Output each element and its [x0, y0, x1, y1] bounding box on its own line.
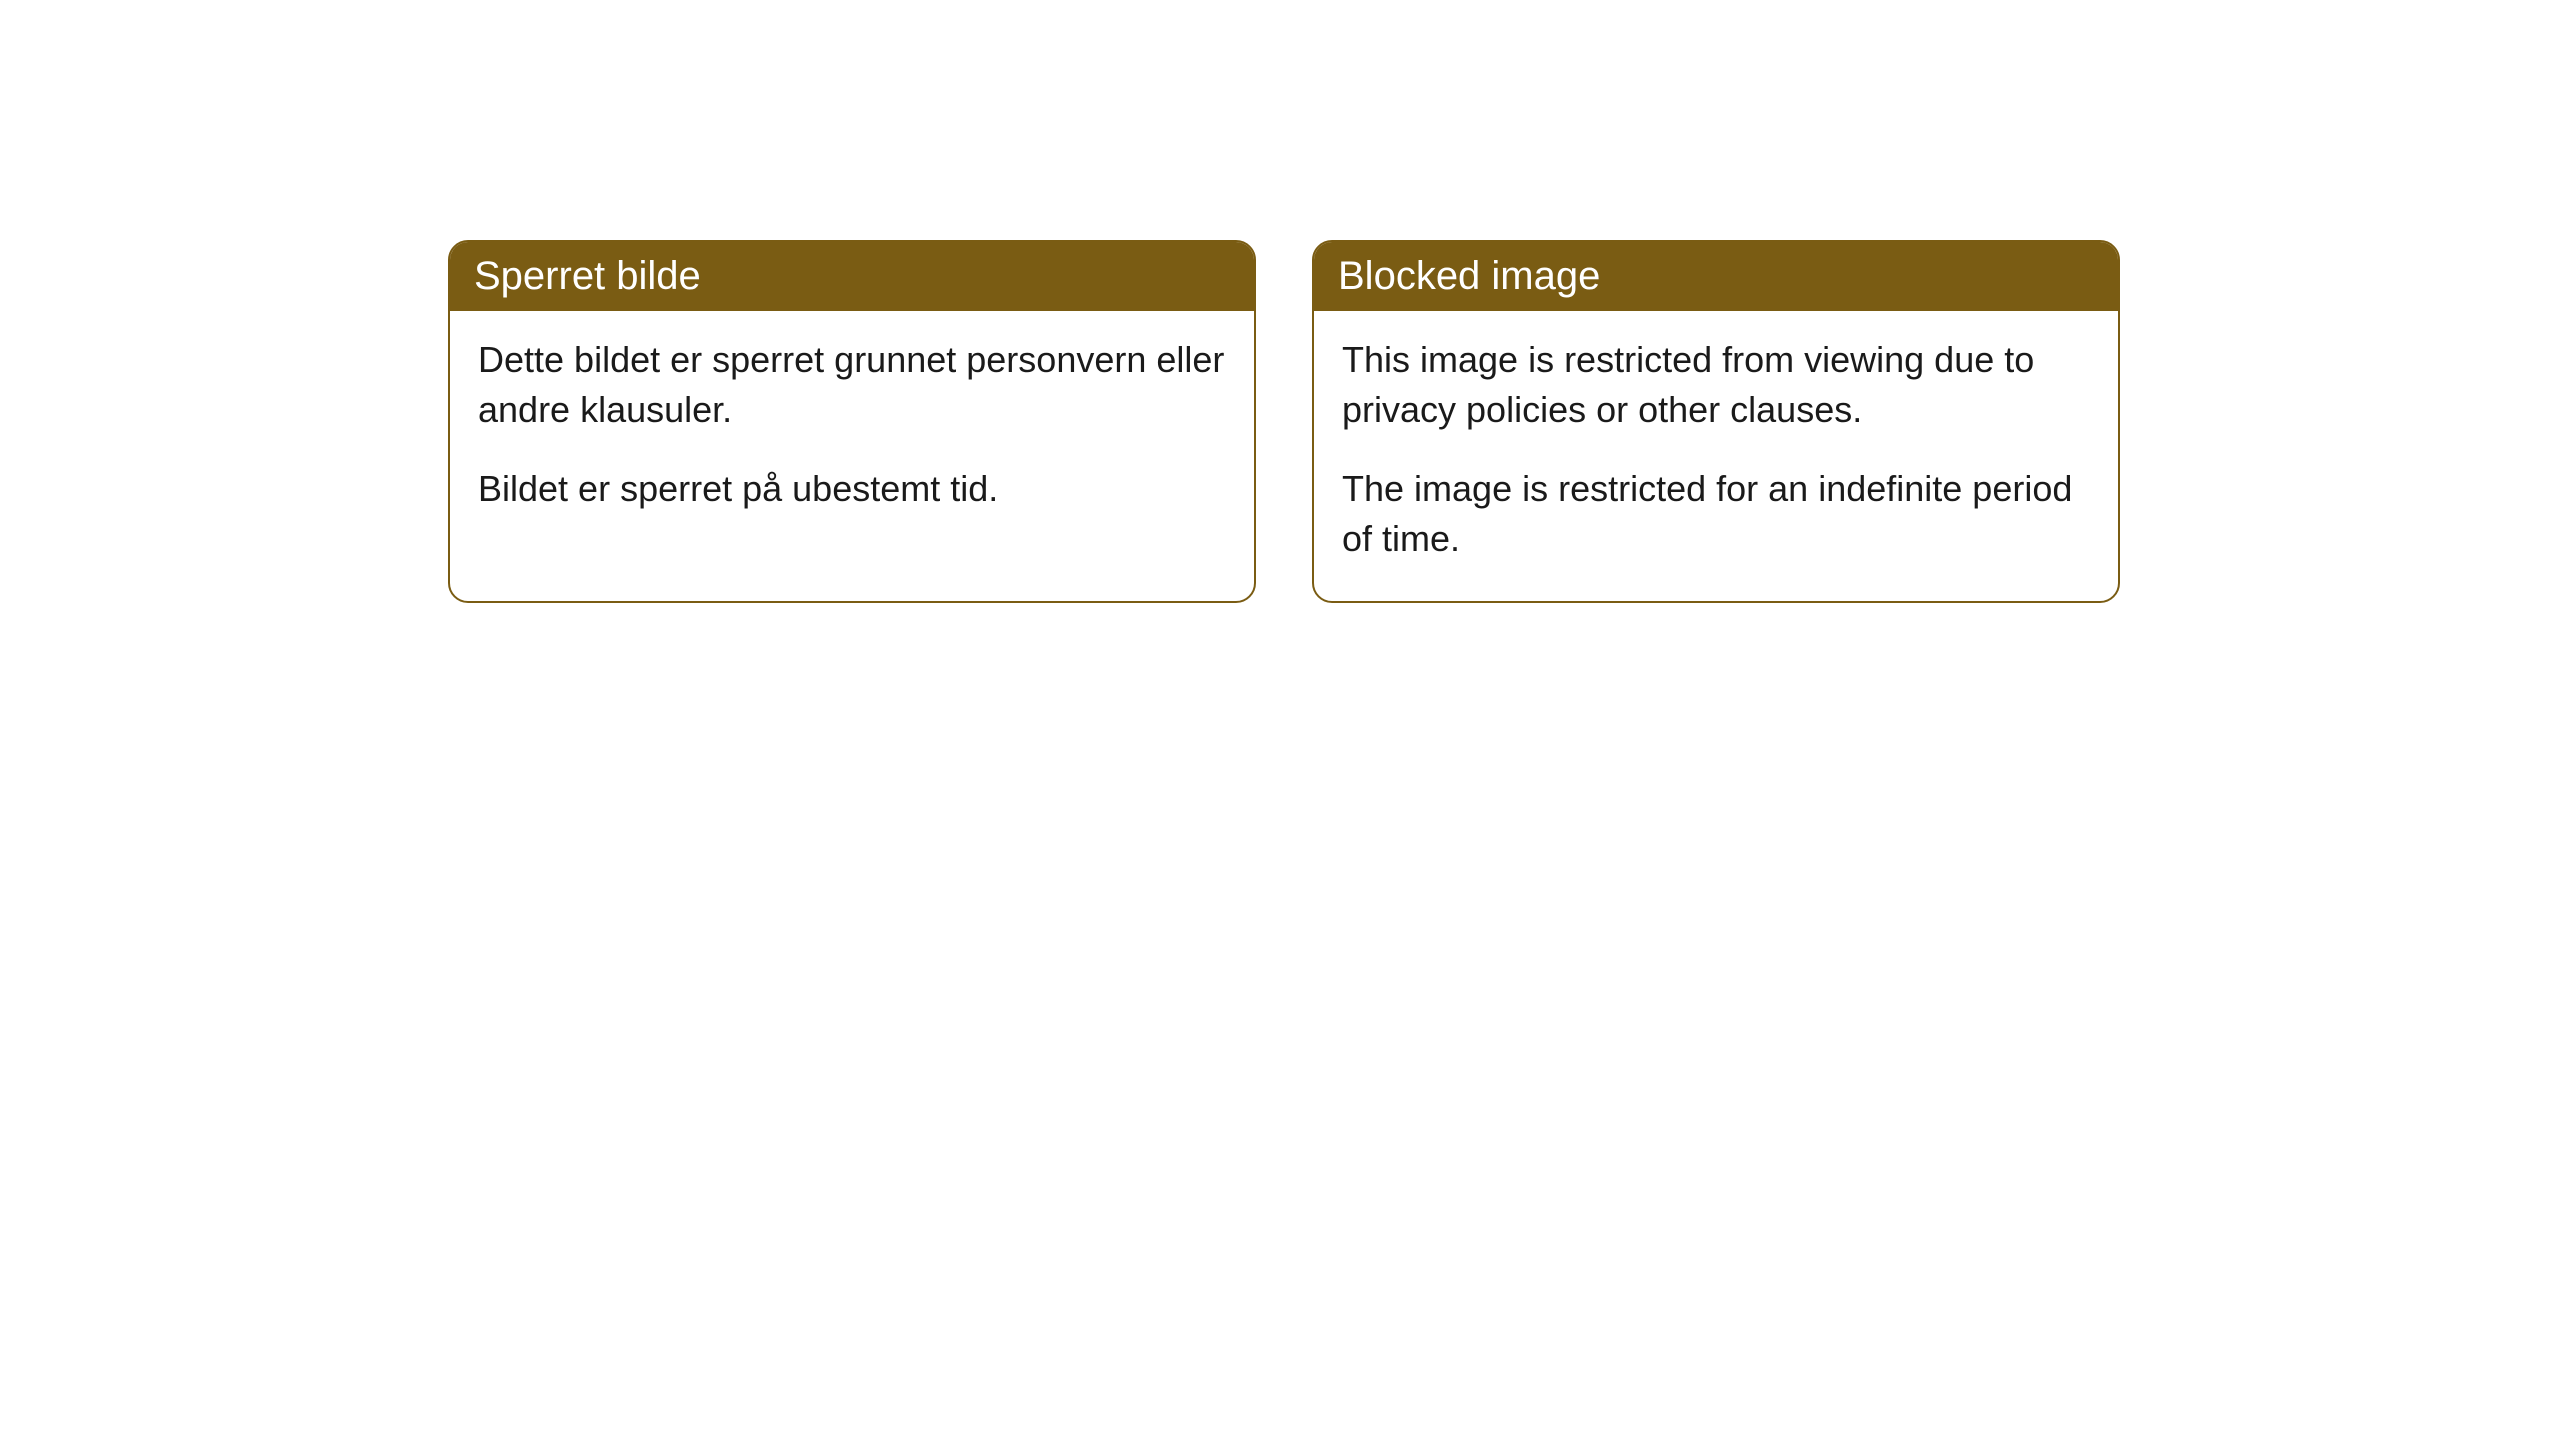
- card-body-no: Dette bildet er sperret grunnet personve…: [450, 311, 1254, 550]
- card-header-no: Sperret bilde: [450, 242, 1254, 311]
- card-text-no-1: Dette bildet er sperret grunnet personve…: [478, 335, 1226, 436]
- blocked-image-card-en: Blocked image This image is restricted f…: [1312, 240, 2120, 603]
- card-body-en: This image is restricted from viewing du…: [1314, 311, 2118, 601]
- card-text-en-1: This image is restricted from viewing du…: [1342, 335, 2090, 436]
- card-text-no-2: Bildet er sperret på ubestemt tid.: [478, 464, 1226, 514]
- card-text-en-2: The image is restricted for an indefinit…: [1342, 464, 2090, 565]
- card-header-en: Blocked image: [1314, 242, 2118, 311]
- blocked-image-card-no: Sperret bilde Dette bildet er sperret gr…: [448, 240, 1256, 603]
- notice-cards-container: Sperret bilde Dette bildet er sperret gr…: [0, 0, 2560, 603]
